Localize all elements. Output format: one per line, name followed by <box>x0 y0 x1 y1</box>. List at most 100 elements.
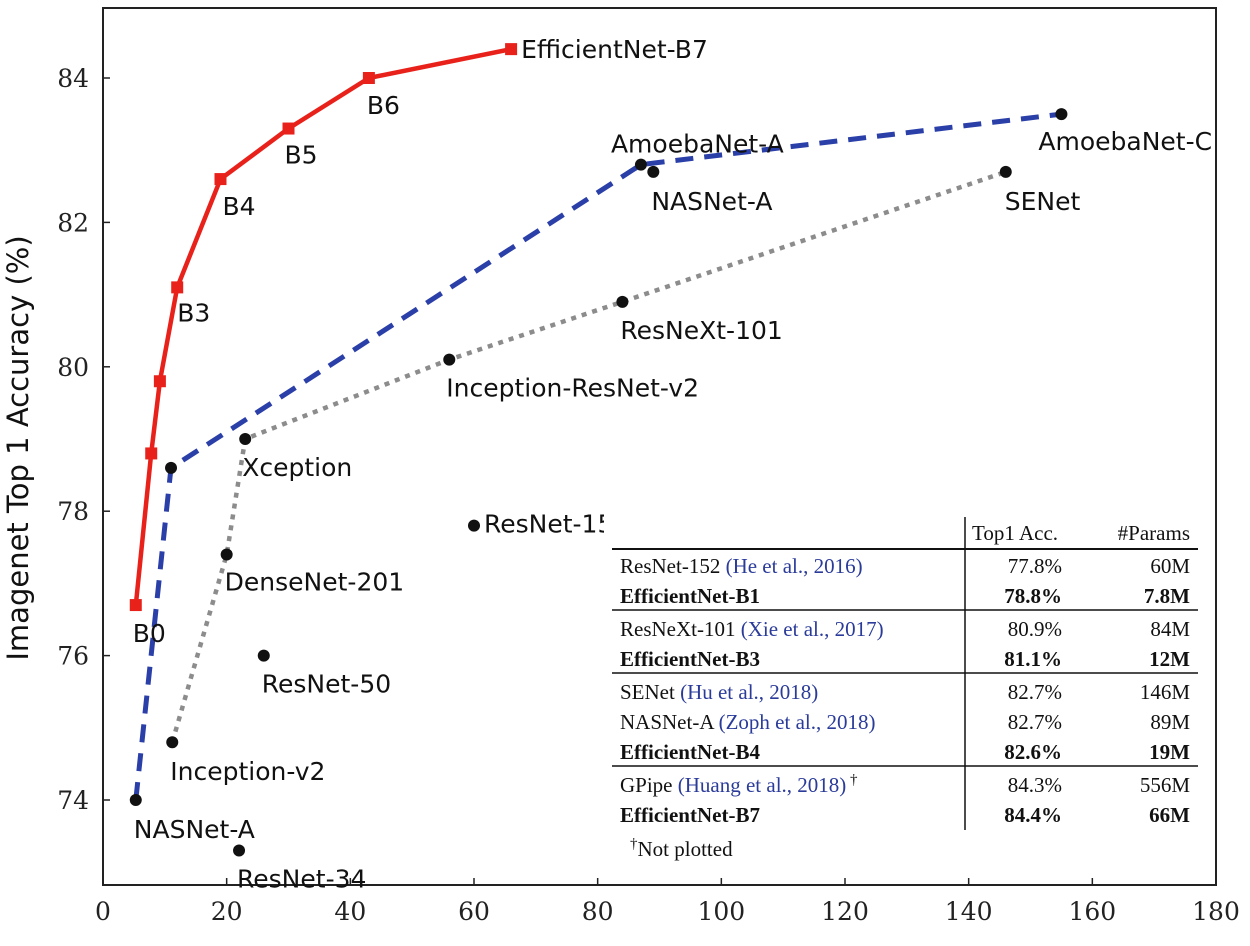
table-row-acc: 77.8% <box>1008 554 1062 578</box>
point-label: B4 <box>222 192 255 221</box>
y-tick-label: 82 <box>57 208 89 237</box>
point-label: B0 <box>133 619 166 648</box>
series-4 <box>233 165 660 857</box>
y-tick-label: 80 <box>57 353 89 382</box>
point-label: AmoebaNet-C <box>1038 127 1212 156</box>
data-point <box>214 173 227 186</box>
point-label: NASNet-A <box>134 815 255 844</box>
table-row-params: 89M <box>1150 710 1190 734</box>
y-axis-label: Imagenet Top 1 Accuracy (%) <box>1 235 35 660</box>
point-label: EfficientNet-B7 <box>521 35 708 64</box>
point-label: B3 <box>177 298 210 327</box>
point-label: Inception-v2 <box>170 757 325 786</box>
point-label: B6 <box>367 91 400 120</box>
data-point <box>165 461 178 474</box>
data-point <box>282 122 295 135</box>
table-row-name: EfficientNet-B7 <box>620 803 760 827</box>
x-tick-label: 120 <box>821 897 869 926</box>
data-point <box>647 165 660 178</box>
point-label: SENet <box>1005 187 1081 216</box>
y-tick-label: 74 <box>57 786 89 815</box>
table-row-params: 7.8M <box>1144 584 1190 608</box>
x-tick-label: 100 <box>697 897 745 926</box>
x-tick-label: 160 <box>1068 897 1116 926</box>
table-row-name: EfficientNet-B4 <box>620 740 760 764</box>
data-point <box>443 353 456 366</box>
x-tick-label: 80 <box>582 897 614 926</box>
table-row-name: ResNeXt-101 (Xie et al., 2017) <box>620 617 884 641</box>
point-label: ResNet-50 <box>262 670 391 699</box>
table-row-acc: 82.7% <box>1008 710 1062 734</box>
data-point <box>129 794 142 806</box>
data-point <box>362 72 375 84</box>
data-point <box>505 43 518 56</box>
series-line <box>133 46 512 606</box>
table-row-acc: 82.7% <box>1008 680 1062 704</box>
x-tick-label: 0 <box>95 897 111 926</box>
series-layer <box>129 43 1068 857</box>
series-line <box>133 111 1062 801</box>
y-tick-label: 76 <box>57 642 89 671</box>
data-point <box>468 519 480 532</box>
data-point <box>145 447 158 460</box>
table-row-params: 146M <box>1140 680 1191 704</box>
y-tick-label: 78 <box>57 497 89 526</box>
point-labels: B0 B3 B4 B5 B6 EfficientNet-B7 NASNet-A AmoebaN… <box>133 35 1212 893</box>
point-label: AmoebaNet-A <box>611 130 784 159</box>
table-row-acc: 82.6% <box>1004 740 1062 764</box>
table-header-params: #Params <box>1118 521 1190 545</box>
data-point <box>233 844 246 857</box>
point-label: B5 <box>285 141 318 170</box>
x-tick-label: 60 <box>458 897 490 926</box>
table-row-params: 19M <box>1149 740 1190 764</box>
point-label: ResNeXt-101 <box>620 316 782 345</box>
point-label: ResNet-34 <box>237 865 366 894</box>
table-footnote: †Not plotted <box>630 836 733 861</box>
x-tick-label: 20 <box>211 897 243 926</box>
table-row-name: ResNet-152 (He et al., 2016) <box>620 554 863 578</box>
data-point <box>129 599 142 612</box>
table-row-params: 60M <box>1150 554 1190 578</box>
point-label: Inception-ResNet-v2 <box>446 374 699 403</box>
data-point <box>616 295 629 308</box>
data-point <box>220 548 233 561</box>
point-label: Xception <box>242 453 352 482</box>
series-3 <box>166 165 1012 749</box>
point-label: DenseNet-201 <box>225 568 405 597</box>
table-row-name: EfficientNet-B3 <box>620 647 760 671</box>
table-row-acc: 78.8% <box>1004 584 1062 608</box>
table-row-acc: 81.1% <box>1004 647 1062 671</box>
data-point <box>999 165 1012 178</box>
table-bg <box>604 512 1202 862</box>
table-row-name: GPipe (Huang et al., 2018) † <box>620 772 858 797</box>
data-point <box>257 649 270 662</box>
x-tick-label: 140 <box>945 897 993 926</box>
table-row-name: SENet (Hu et al., 2018) <box>620 680 818 704</box>
table-row-params: 84M <box>1150 617 1190 641</box>
plot-frame <box>102 7 1217 886</box>
table-header-acc: Top1 Acc. <box>972 521 1058 545</box>
data-point <box>166 736 179 749</box>
data-point <box>634 158 647 171</box>
data-point <box>171 281 184 294</box>
table-row-acc: 80.9% <box>1008 617 1062 641</box>
axes: 0 20 40 60 80 100 120 140 160 180 74 76 78 80 82 84 <box>57 64 1240 926</box>
comparison-table: Top1 Acc. #Params ResNet-152 (He et al., 2… <box>604 512 1202 862</box>
y-tick-label: 84 <box>57 64 89 93</box>
table-row-params: 66M <box>1149 803 1190 827</box>
data-point <box>239 433 252 445</box>
series-line <box>170 169 1007 743</box>
x-tick-label: 180 <box>1192 897 1240 926</box>
point-label: NASNet-A <box>651 187 772 216</box>
series-1 <box>129 43 518 612</box>
data-point <box>1055 108 1068 121</box>
data-point <box>153 375 166 388</box>
x-tick-label: 40 <box>334 897 366 926</box>
table-row-name: NASNet-A (Zoph et al., 2018) <box>620 710 875 734</box>
table-row-name: EfficientNet-B1 <box>620 584 760 608</box>
table-row-params: 556M <box>1140 773 1191 797</box>
table-row-acc: 84.4% <box>1004 803 1062 827</box>
table-row-params: 12M <box>1149 647 1190 671</box>
series-2 <box>129 108 1068 806</box>
